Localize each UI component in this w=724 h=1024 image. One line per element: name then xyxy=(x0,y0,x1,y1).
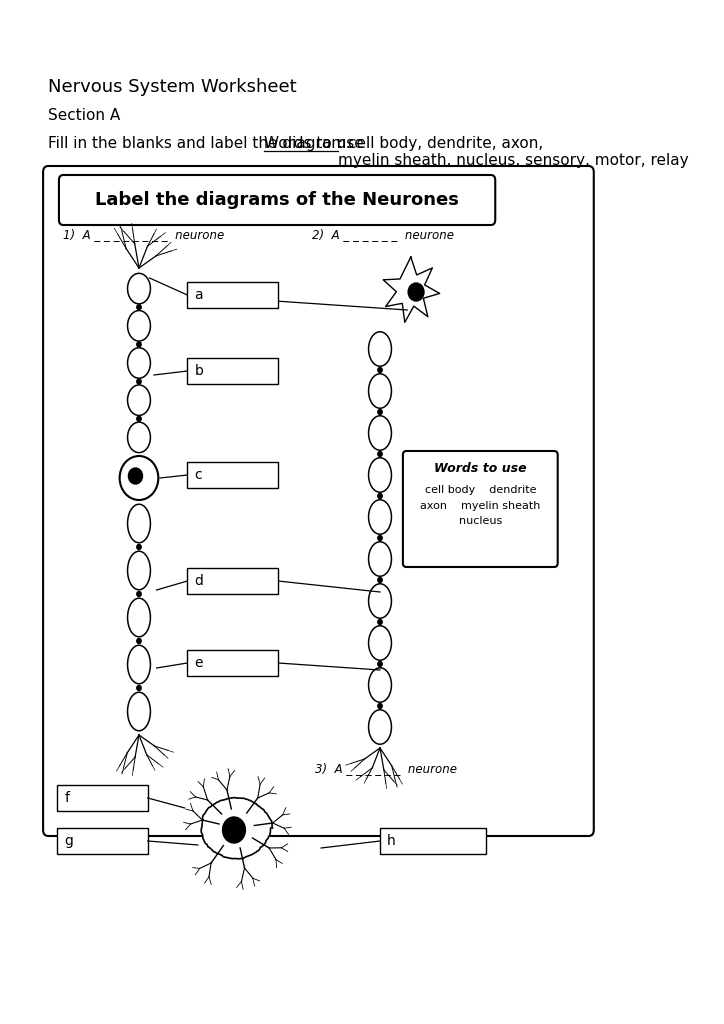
Text: 2)  A _ _ _ _ _ _  neurone: 2) A _ _ _ _ _ _ neurone xyxy=(312,228,454,241)
Text: Nervous System Worksheet: Nervous System Worksheet xyxy=(49,78,297,96)
FancyBboxPatch shape xyxy=(59,175,495,225)
FancyBboxPatch shape xyxy=(188,358,278,384)
Circle shape xyxy=(378,494,382,499)
Text: : cell body, dendrite, axon,
myelin sheath, nucleus, sensory, motor, relay: : cell body, dendrite, axon, myelin shea… xyxy=(338,136,689,168)
Circle shape xyxy=(137,639,141,643)
Text: 3)  A _ _ _ _ _ _  neurone: 3) A _ _ _ _ _ _ neurone xyxy=(315,762,457,775)
Circle shape xyxy=(137,545,141,550)
Circle shape xyxy=(137,592,141,597)
FancyBboxPatch shape xyxy=(403,451,557,567)
Text: c: c xyxy=(195,468,202,482)
Circle shape xyxy=(378,662,382,667)
Text: h: h xyxy=(387,834,396,848)
Ellipse shape xyxy=(127,422,151,453)
Circle shape xyxy=(378,452,382,457)
Ellipse shape xyxy=(127,551,151,590)
Ellipse shape xyxy=(369,416,392,451)
Ellipse shape xyxy=(369,458,392,493)
Text: d: d xyxy=(195,574,203,588)
Ellipse shape xyxy=(127,504,151,543)
Ellipse shape xyxy=(369,710,392,744)
Text: Words to use: Words to use xyxy=(434,463,526,475)
Circle shape xyxy=(378,703,382,709)
Circle shape xyxy=(408,283,424,301)
FancyBboxPatch shape xyxy=(188,568,278,594)
FancyBboxPatch shape xyxy=(188,462,278,488)
FancyBboxPatch shape xyxy=(57,828,148,854)
Ellipse shape xyxy=(127,692,151,731)
Circle shape xyxy=(378,536,382,541)
Ellipse shape xyxy=(369,668,392,702)
Text: Section A: Section A xyxy=(49,108,121,123)
Circle shape xyxy=(119,456,159,500)
Ellipse shape xyxy=(369,542,392,577)
Circle shape xyxy=(378,410,382,415)
Text: 1)  A _ _ _ _ _ _ _ _  neurone: 1) A _ _ _ _ _ _ _ _ neurone xyxy=(63,228,224,241)
Text: Words to use: Words to use xyxy=(264,136,363,151)
Ellipse shape xyxy=(127,598,151,637)
Text: a: a xyxy=(195,288,203,302)
Circle shape xyxy=(378,578,382,583)
Circle shape xyxy=(137,342,141,347)
Ellipse shape xyxy=(127,273,151,304)
Circle shape xyxy=(128,468,143,484)
FancyBboxPatch shape xyxy=(188,282,278,308)
FancyBboxPatch shape xyxy=(43,166,594,836)
Text: g: g xyxy=(64,834,73,848)
FancyBboxPatch shape xyxy=(57,785,148,811)
Circle shape xyxy=(137,379,141,384)
Ellipse shape xyxy=(369,500,392,535)
Text: Label the diagrams of the Neurones: Label the diagrams of the Neurones xyxy=(95,191,459,209)
Text: b: b xyxy=(195,364,203,378)
Ellipse shape xyxy=(369,332,392,367)
Ellipse shape xyxy=(369,626,392,660)
Circle shape xyxy=(137,685,141,690)
Circle shape xyxy=(378,620,382,625)
Circle shape xyxy=(137,305,141,309)
Ellipse shape xyxy=(127,310,151,341)
Text: cell body    dendrite
axon    myelin sheath
nucleus: cell body dendrite axon myelin sheath nu… xyxy=(420,485,541,526)
Text: f: f xyxy=(64,791,70,805)
Ellipse shape xyxy=(127,385,151,416)
Polygon shape xyxy=(201,798,272,859)
Ellipse shape xyxy=(369,374,392,409)
Circle shape xyxy=(378,368,382,373)
FancyBboxPatch shape xyxy=(380,828,486,854)
Text: Fill in the blanks and label the diagram.: Fill in the blanks and label the diagram… xyxy=(49,136,356,151)
Ellipse shape xyxy=(127,348,151,378)
Circle shape xyxy=(222,817,245,843)
Circle shape xyxy=(137,417,141,421)
Ellipse shape xyxy=(369,584,392,618)
Ellipse shape xyxy=(127,645,151,684)
Text: e: e xyxy=(195,656,203,670)
Polygon shape xyxy=(383,257,439,323)
FancyBboxPatch shape xyxy=(188,650,278,676)
